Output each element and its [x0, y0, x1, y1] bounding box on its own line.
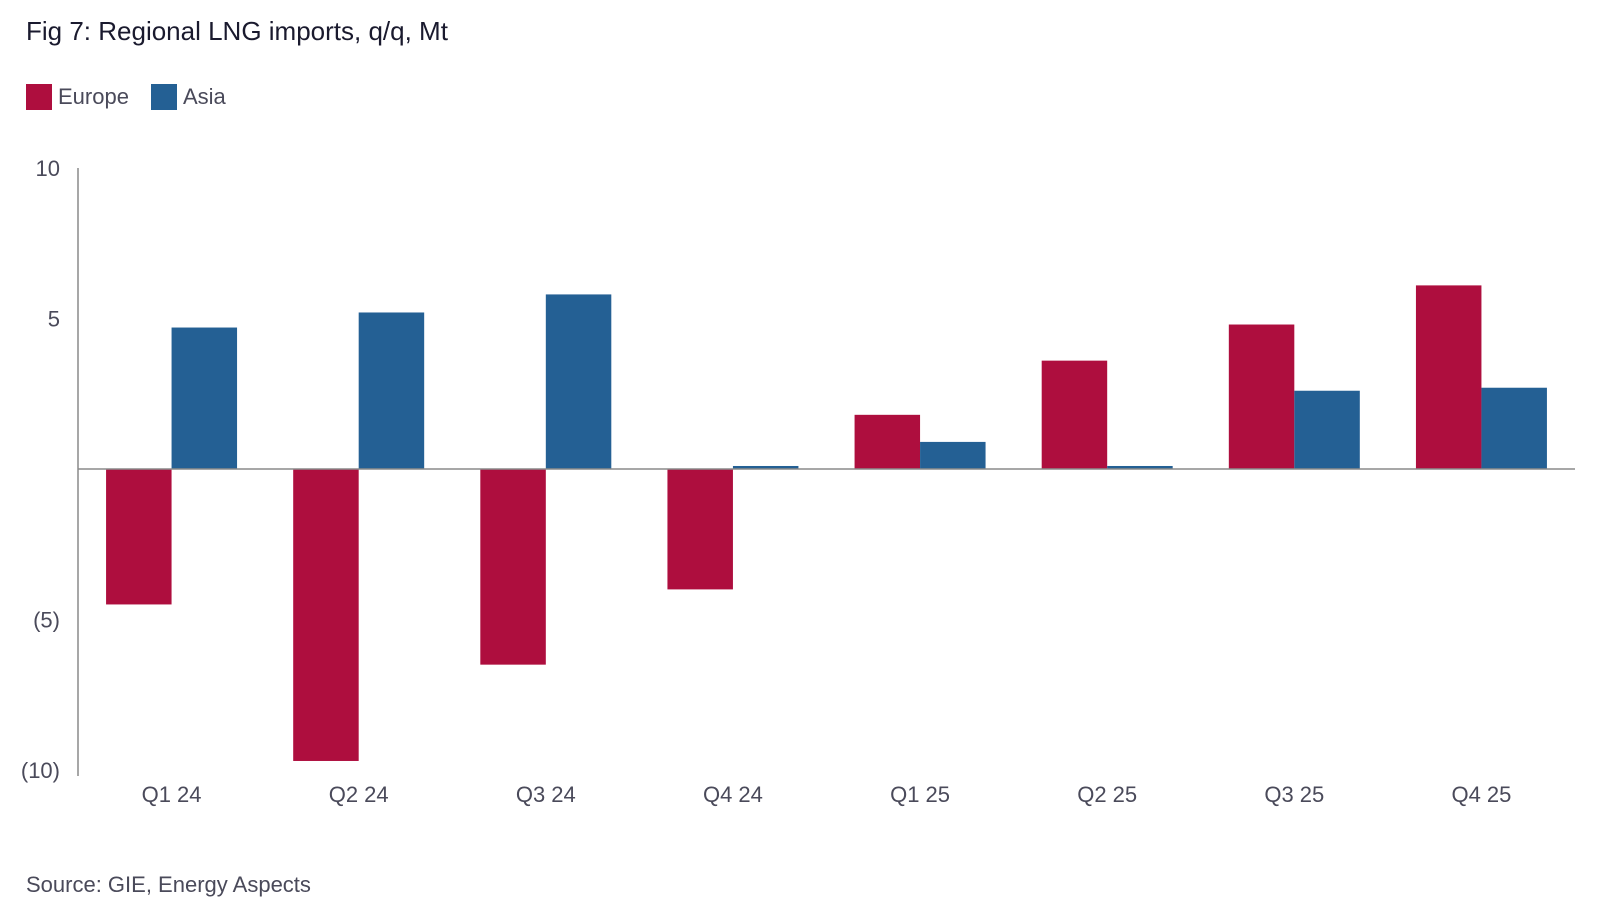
x-tick-label: Q2 25: [1077, 782, 1137, 807]
bar-europe-q4-25: [1415, 285, 1482, 469]
legend-label-europe: Europe: [58, 84, 129, 109]
legend-swatch-europe: [26, 84, 52, 110]
legend-item-europe: Europe: [26, 84, 129, 110]
bar-asia-q1-24: [171, 327, 238, 469]
bar-europe-q4-24: [667, 469, 733, 590]
legend-swatch-asia: [150, 84, 177, 110]
bar-asia-q3-24: [545, 294, 612, 469]
x-tick-label: Q4 24: [703, 782, 763, 807]
chart-title: Fig 7: Regional LNG imports, q/q, Mt: [26, 16, 448, 46]
y-tick-label: 10: [36, 156, 60, 181]
bar-europe-q1-25: [854, 414, 921, 469]
legend-item-asia: Asia: [150, 84, 226, 110]
x-tick-label: Q4 25: [1451, 782, 1511, 807]
legend-label-asia: Asia: [182, 84, 226, 109]
y-tick-label: (5): [33, 608, 60, 633]
x-tick-label: Q1 24: [142, 782, 202, 807]
bar-asia-q3-25: [1294, 390, 1360, 469]
x-tick-label: Q3 25: [1264, 782, 1324, 807]
x-tick-label: Q2 24: [329, 782, 389, 807]
bar-asia-q4-24: [732, 465, 799, 469]
x-tick-label: Q1 25: [890, 782, 950, 807]
source-note: Source: GIE, Energy Aspects: [26, 872, 311, 897]
legend: Europe Asia: [26, 84, 248, 110]
bar-asia-q2-24: [358, 312, 425, 469]
bar-asia-q1-25: [920, 441, 986, 469]
bar-europe-q2-25: [1041, 360, 1108, 469]
bar-europe-q3-25: [1228, 324, 1295, 469]
bar-asia-q4-25: [1481, 387, 1547, 469]
bar-asia-q2-25: [1107, 465, 1173, 469]
bar-europe-q2-24: [293, 469, 359, 761]
x-tick-label: Q3 24: [516, 782, 576, 807]
bar-europe-q3-24: [480, 469, 546, 665]
y-tick-label: 5: [48, 307, 60, 332]
y-tick-label: (10): [21, 758, 60, 783]
bar-europe-q1-24: [106, 469, 172, 605]
